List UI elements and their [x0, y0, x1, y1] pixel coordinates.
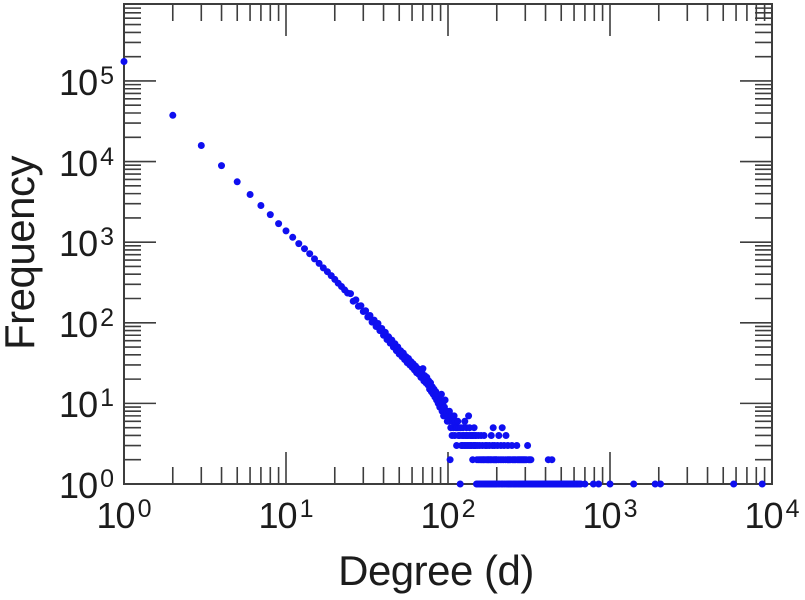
data-point — [456, 480, 464, 488]
data-point — [446, 456, 454, 464]
y-tick-label: 10 0 — [59, 465, 114, 506]
y-tick-label: 10 1 — [59, 384, 114, 426]
data-point — [233, 178, 241, 186]
data-point — [295, 240, 303, 248]
data-point — [419, 365, 427, 373]
data-point — [513, 442, 521, 449]
data-point — [120, 58, 128, 65]
data-point — [266, 211, 274, 219]
data-point — [465, 412, 473, 420]
data-point — [548, 456, 556, 464]
data-point — [589, 480, 597, 488]
data-point — [480, 432, 488, 439]
data-point — [595, 480, 603, 488]
data-point — [352, 296, 360, 304]
data-point — [527, 456, 535, 464]
x-tick-label: 10 0 — [96, 495, 152, 536]
data-point — [461, 417, 469, 425]
data-point — [301, 245, 308, 253]
y-tick-label: 10 5 — [59, 61, 114, 103]
data-point — [470, 424, 478, 432]
x-tick-label: 10 4 — [744, 495, 800, 536]
data-point — [374, 320, 382, 327]
x-axis-title: Degree (d) — [338, 547, 534, 594]
data-point — [257, 202, 265, 209]
data-point — [315, 259, 323, 267]
data-point — [311, 255, 318, 263]
x-tick-label: 10 2 — [420, 495, 476, 536]
data-point — [366, 312, 374, 319]
data-point — [357, 302, 365, 310]
data-point — [347, 290, 354, 298]
x-tick-label: 10 3 — [582, 495, 638, 536]
data-point — [441, 396, 449, 404]
data-point — [246, 191, 254, 198]
data-point — [487, 432, 495, 439]
data-point — [651, 480, 659, 488]
data-point — [495, 432, 503, 439]
data-point — [606, 480, 614, 488]
y-tick-label: 10 4 — [59, 142, 114, 184]
data-point — [362, 307, 370, 315]
data-point — [581, 480, 589, 488]
data-point — [524, 442, 532, 449]
data-point — [450, 412, 458, 420]
data-point — [275, 220, 283, 228]
data-point — [502, 432, 510, 439]
data-point — [282, 227, 290, 235]
data-point — [508, 442, 516, 449]
data-point — [630, 480, 638, 488]
data-point — [489, 424, 497, 432]
y-tick-label: 10 3 — [59, 223, 114, 265]
data-point — [306, 250, 314, 258]
plot-border — [123, 3, 773, 485]
data-point — [730, 480, 738, 488]
data-point — [453, 442, 461, 449]
data-point — [657, 480, 664, 488]
data-point — [454, 417, 462, 425]
y-axis-title: Frequency — [0, 156, 43, 350]
data-point — [169, 111, 177, 119]
data-point — [758, 480, 766, 488]
data-point — [218, 162, 225, 170]
data-point — [437, 390, 445, 398]
data-point — [498, 424, 506, 432]
data-point — [197, 142, 205, 149]
y-tick-label: 10 2 — [59, 303, 114, 345]
x-tick-label: 10 1 — [258, 495, 314, 536]
data-point — [289, 233, 297, 241]
